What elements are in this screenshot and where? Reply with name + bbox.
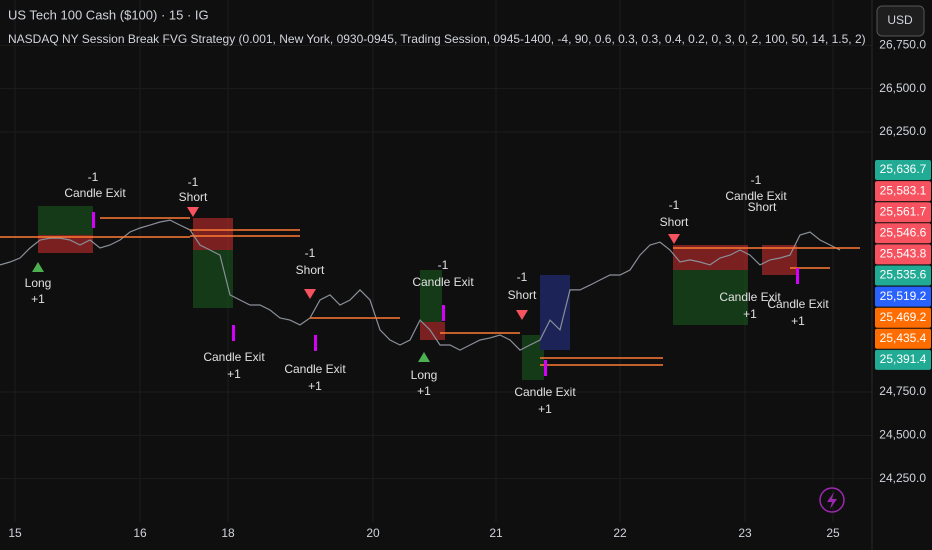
- currency-button[interactable]: [876, 5, 925, 37]
- x-tick-label: 25: [826, 526, 840, 540]
- price-tag: [875, 307, 931, 328]
- price-tag-label: 25,469.2: [880, 310, 927, 324]
- trade-markers: [32, 207, 799, 376]
- price-tag: [875, 328, 931, 349]
- price-tag-label: 25,543.8: [880, 247, 927, 261]
- price-tag: [875, 265, 931, 286]
- symbol-title: US Tech 100 Cash ($100) · 15 · IG: [8, 7, 209, 22]
- trade-annotation: Candle Exit: [514, 385, 576, 399]
- trade-annotation: +1: [31, 292, 45, 306]
- trade-annotation: Long: [411, 368, 438, 382]
- trade-annotation: +1: [743, 307, 757, 321]
- price-tag: [875, 181, 931, 202]
- strategy-title: NASDAQ NY Session Break FVG Strategy (0.…: [8, 32, 866, 46]
- trade-annotation: Candle Exit: [64, 186, 126, 200]
- price-tag-label: 25,561.7: [880, 204, 927, 218]
- trade-annotation: Candle Exit: [203, 350, 265, 364]
- price-tag: [875, 202, 931, 223]
- price-tag: [875, 286, 931, 307]
- price-tag: [875, 244, 931, 265]
- trade-annotation: Short: [508, 288, 537, 302]
- alert-bolt: [827, 492, 837, 509]
- price-tag-label: 25,391.4: [880, 352, 927, 366]
- trade-annotation: -1: [305, 246, 316, 260]
- trade-annotation: Short: [179, 190, 208, 204]
- x-tick-label: 23: [738, 526, 752, 540]
- trade-annotation: Candle Exit: [719, 290, 781, 304]
- price-tag-label: 25,546.6: [880, 225, 927, 239]
- trade-annotation: -1: [517, 270, 528, 284]
- x-tick-label: 16: [133, 526, 147, 540]
- x-tick-label: 18: [221, 526, 235, 540]
- price-tag: [875, 223, 931, 244]
- x-tick-label: 21: [489, 526, 503, 540]
- x-tick-label: 22: [613, 526, 627, 540]
- trade-annotation: -1: [751, 173, 762, 187]
- x-tick-label: 20: [366, 526, 380, 540]
- trade-annotation: Long: [25, 276, 52, 290]
- y-tick-label: 24,250.0: [879, 471, 926, 485]
- trade-annotation: Candle Exit: [767, 297, 829, 311]
- trade-annotation: Short: [296, 263, 325, 277]
- price-tag-label: 25,435.4: [880, 331, 927, 345]
- price-tag-label: 25,583.1: [880, 183, 927, 197]
- alert-icon[interactable]: [819, 487, 845, 513]
- price-tag: [875, 349, 931, 370]
- trade-annotation: -1: [88, 170, 99, 184]
- y-tick-label: 26,750.0: [879, 38, 926, 52]
- level-lines: [0, 217, 860, 366]
- trade-annotation: Candle Exit: [725, 189, 787, 203]
- price-tag-label: 25,636.7: [880, 162, 927, 176]
- price-tag: [875, 160, 931, 180]
- trade-annotation: +1: [417, 384, 431, 398]
- trade-annotation: +1: [308, 379, 322, 393]
- trade-annotation: Short: [748, 200, 777, 214]
- trade-annotation: +1: [538, 402, 552, 416]
- trade-annotation: +1: [791, 314, 805, 328]
- trade-annotation: -1: [669, 198, 680, 212]
- trade-annotation: Short: [660, 215, 689, 229]
- y-tick-label: 24,750.0: [879, 384, 926, 398]
- x-tick-label: 15: [8, 526, 22, 540]
- price-line: [0, 219, 841, 351]
- y-tick-label: 24,500.0: [879, 428, 926, 442]
- currency-label: USD: [887, 13, 913, 27]
- price-tag-label: 25,535.6: [880, 268, 927, 282]
- price-tag-label: 25,519.2: [880, 289, 927, 303]
- trade-annotation: -1: [188, 175, 199, 189]
- trade-annotation: Candle Exit: [284, 362, 346, 376]
- trade-annotation: -1: [438, 258, 449, 272]
- fvg-boxes: [38, 206, 797, 380]
- y-tick-label: 26,500.0: [879, 81, 926, 95]
- trade-annotation: Candle Exit: [412, 275, 474, 289]
- y-tick-label: 26,250.0: [879, 124, 926, 138]
- trade-annotation: +1: [227, 367, 241, 381]
